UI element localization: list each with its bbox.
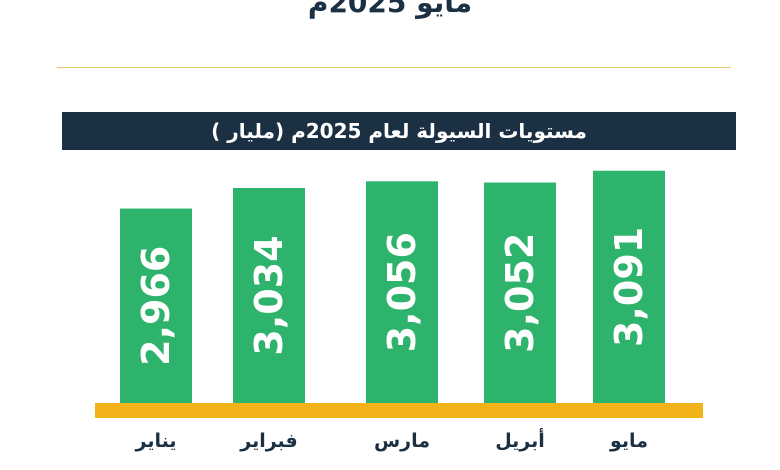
page-title: مايو 2025م [307, 0, 473, 19]
bar-value-label-2: 3,034 [247, 235, 291, 355]
category-label-2: فبراير [239, 430, 297, 452]
chart-baseline [95, 403, 703, 418]
category-label-4: أبريل [495, 428, 545, 452]
gold-divider [57, 67, 731, 68]
bar-3 [366, 181, 438, 410]
bar-2 [233, 187, 305, 410]
category-label-1: يناير [135, 430, 177, 452]
category-label-3: مارس [374, 430, 430, 452]
bar-value-label-5: 3,091 [607, 227, 651, 347]
bar-value-label-3: 3,056 [380, 232, 424, 352]
category-label-5: مايو [609, 430, 648, 452]
bar-value-label-4: 3,052 [498, 233, 542, 353]
value-labels-group: 2,966 3,034 3,056 3,052 3,091 [134, 227, 651, 366]
bar-1 [120, 208, 192, 410]
category-labels-group: يناير فبراير مارس أبريل مايو [135, 428, 648, 452]
bar-5 [593, 170, 665, 410]
bar-4 [484, 182, 556, 410]
bars-group [120, 170, 665, 410]
bar-value-label-1: 2,966 [134, 246, 178, 366]
chart-title-banner: مستويات السيولة لعام 2025م (مليار ) [62, 112, 736, 150]
